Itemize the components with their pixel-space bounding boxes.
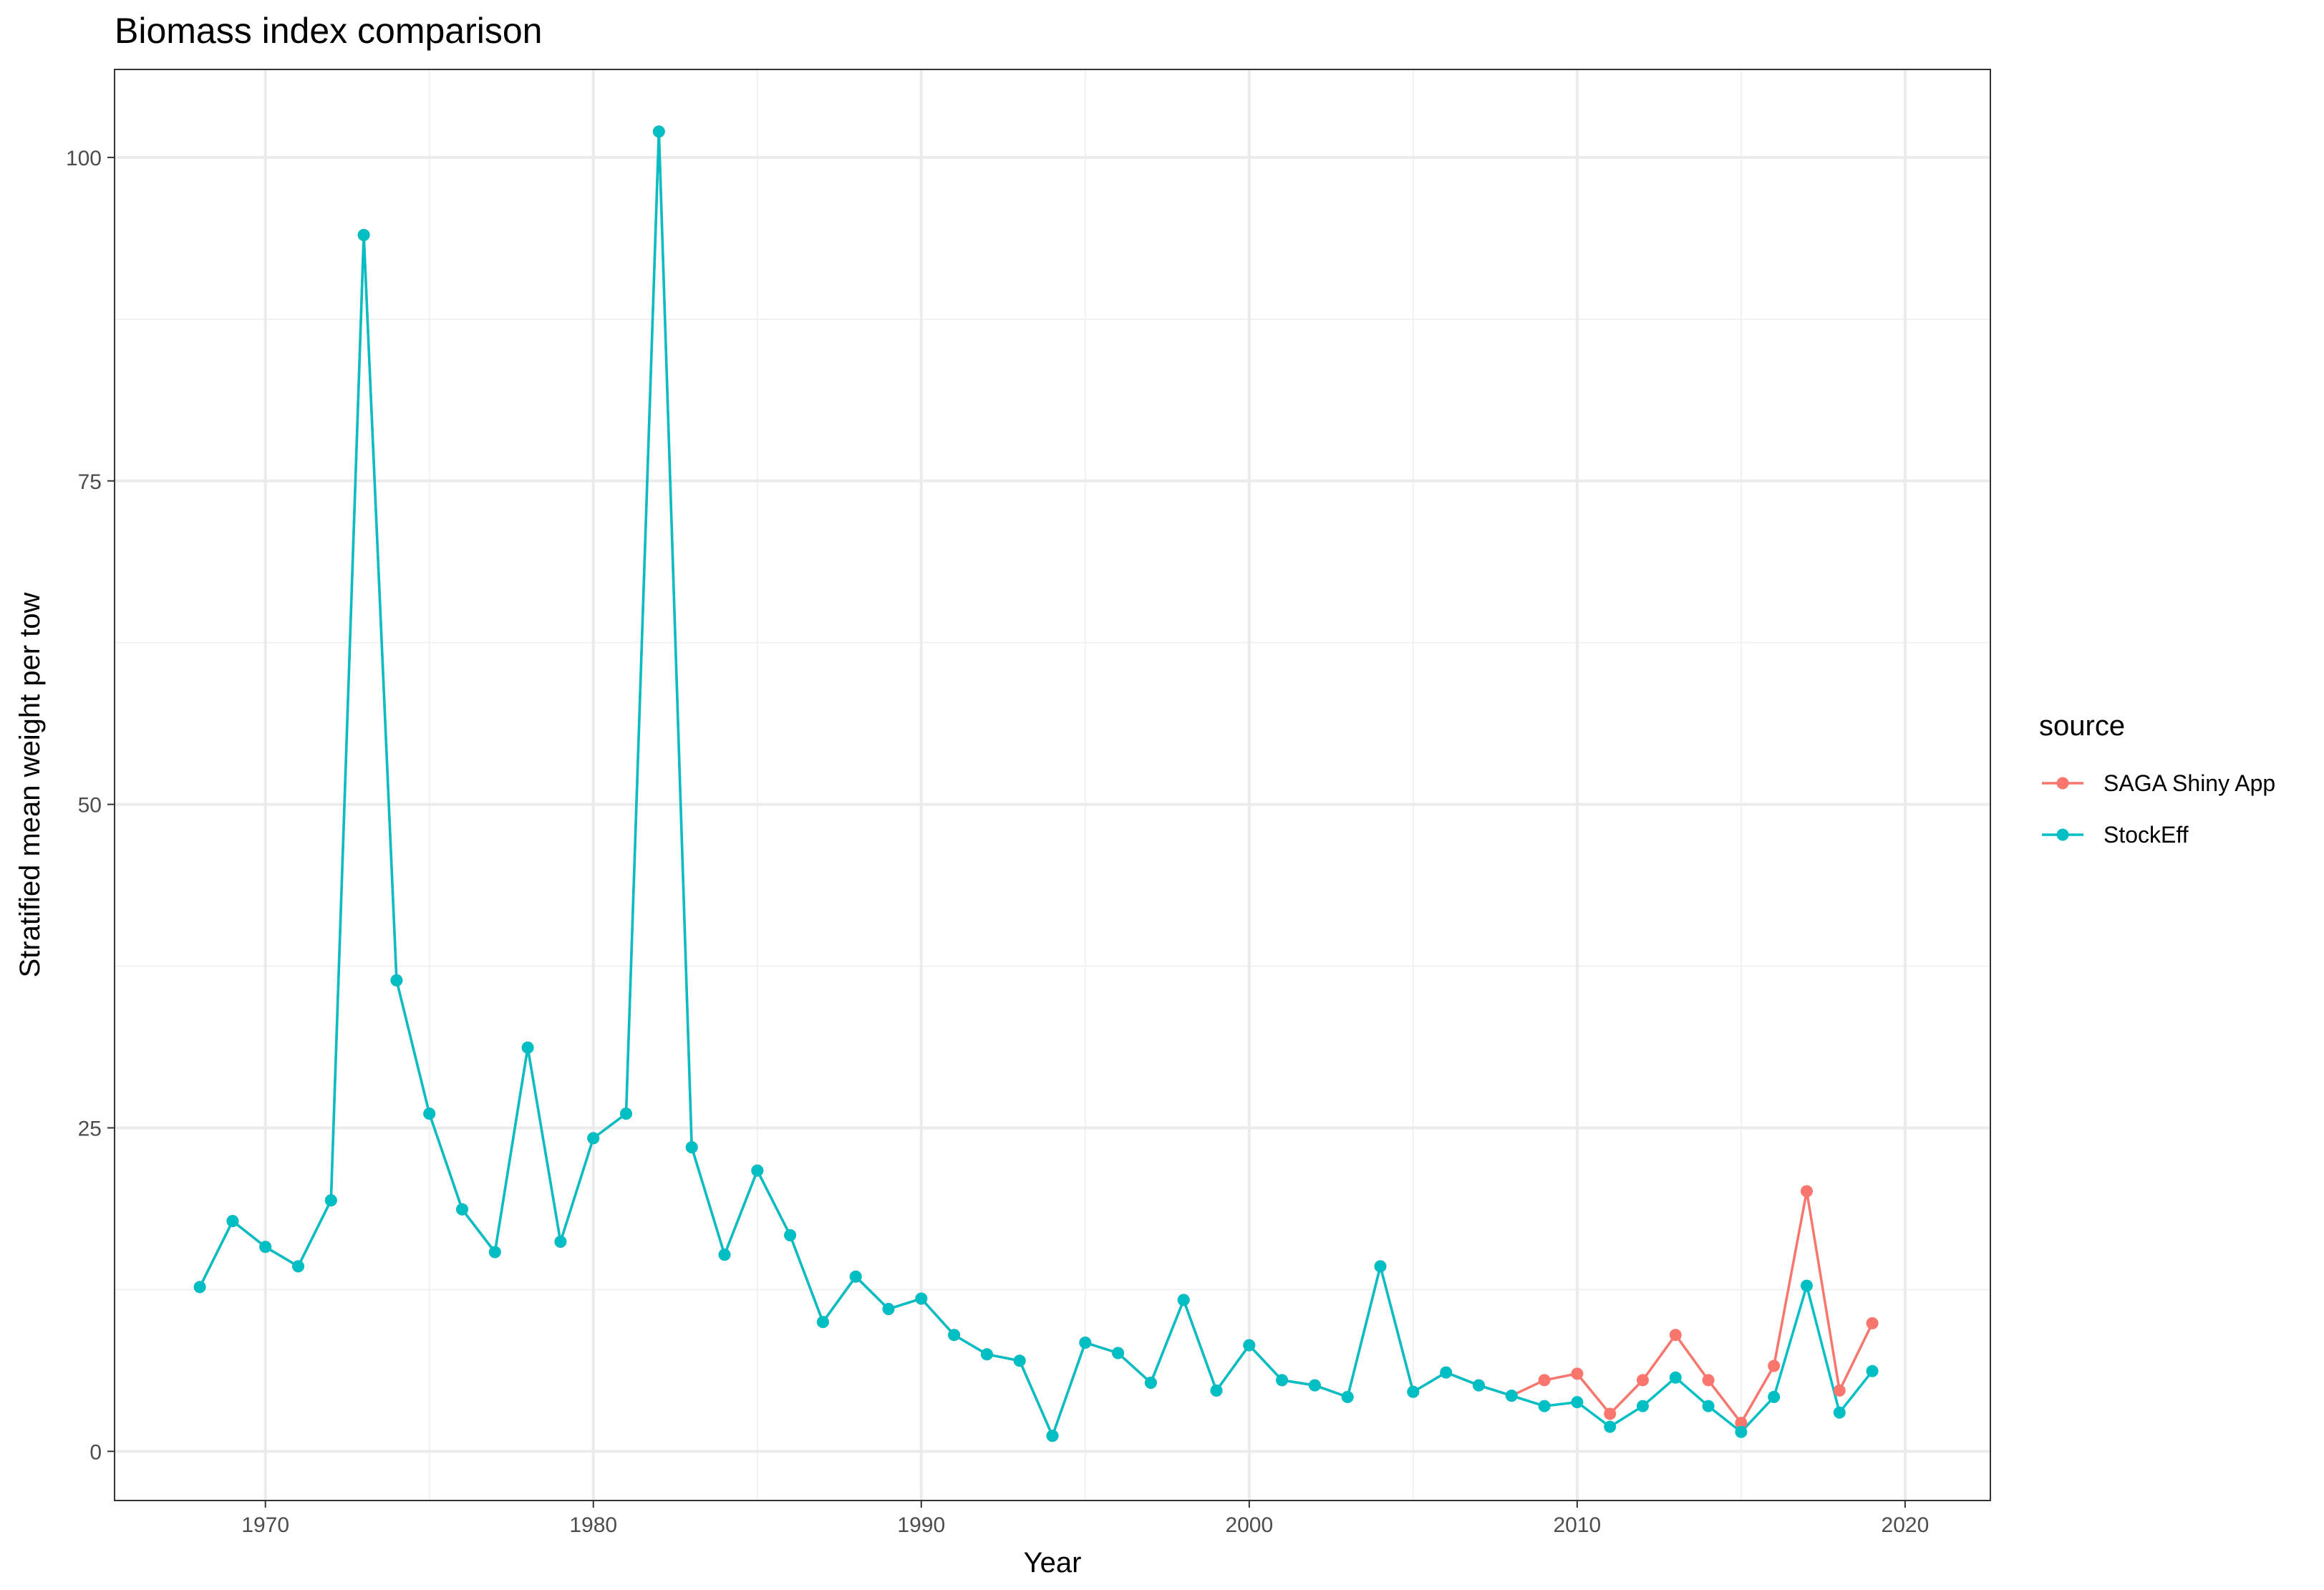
- data-point: [1571, 1396, 1584, 1409]
- data-point: [259, 1241, 272, 1254]
- data-point: [1702, 1400, 1715, 1412]
- data-point: [587, 1132, 600, 1145]
- data-point: [1702, 1374, 1715, 1387]
- data-point: [652, 125, 665, 138]
- data-point: [685, 1141, 698, 1154]
- legend-title: source: [2039, 710, 2125, 742]
- data-point: [915, 1292, 928, 1305]
- data-point: [292, 1260, 304, 1273]
- legend-label: StockEff: [2103, 822, 2189, 848]
- x-tick-label: 1970: [241, 1513, 289, 1537]
- x-tick-label: 2010: [1553, 1513, 1601, 1537]
- legend: source SAGA Shiny App StockEff: [2039, 710, 2275, 848]
- data-point: [423, 1107, 436, 1120]
- data-point: [1735, 1417, 1748, 1430]
- y-tick-label: 0: [89, 1440, 102, 1464]
- data-point: [324, 1194, 337, 1207]
- data-point: [980, 1348, 993, 1361]
- legend-key-point: [2056, 777, 2069, 790]
- y-tick-label: 25: [78, 1117, 102, 1140]
- x-tick-label: 2020: [1882, 1513, 1930, 1537]
- series-points: [193, 125, 1879, 1443]
- data-point: [1144, 1377, 1157, 1389]
- data-point: [193, 1281, 206, 1294]
- data-point: [521, 1041, 534, 1054]
- data-point: [1112, 1347, 1125, 1359]
- data-point: [1538, 1400, 1551, 1412]
- legend-items: SAGA Shiny App StockEff: [2042, 770, 2275, 848]
- series-line: [198, 130, 1874, 1438]
- data-point: [456, 1203, 468, 1216]
- data-point: [1210, 1384, 1223, 1397]
- data-point: [1505, 1390, 1518, 1402]
- data-point: [1801, 1279, 1813, 1292]
- data-point: [1669, 1371, 1682, 1384]
- data-point: [1341, 1390, 1354, 1403]
- data-point: [1473, 1379, 1485, 1392]
- x-axis-title: Year: [1024, 1547, 1082, 1579]
- data-point: [1833, 1384, 1846, 1397]
- data-point: [1374, 1260, 1387, 1273]
- data-point: [1637, 1374, 1649, 1387]
- data-point: [1833, 1406, 1846, 1419]
- data-point: [1440, 1366, 1453, 1379]
- grid-minor: [115, 69, 1990, 1501]
- y-tick-label: 100: [66, 147, 102, 170]
- y-axis: 0 25 50 75 100: [66, 147, 115, 1464]
- data-point: [948, 1329, 961, 1342]
- data-point: [849, 1270, 862, 1283]
- data-point: [226, 1215, 239, 1228]
- data-point: [1768, 1390, 1781, 1403]
- data-point: [554, 1236, 567, 1248]
- data-point: [1013, 1354, 1026, 1367]
- data-point: [620, 1107, 632, 1120]
- data-point: [1866, 1317, 1879, 1329]
- legend-key-point: [2056, 828, 2069, 841]
- y-axis-title: Stratified mean weight per tow: [14, 592, 46, 977]
- legend-label: SAGA Shiny App: [2103, 770, 2275, 796]
- grid-major: [115, 69, 1990, 1501]
- data-point: [1637, 1400, 1649, 1412]
- x-axis: 1970 1980 1990 2000 2010 2020: [241, 1501, 1929, 1537]
- data-point: [1276, 1374, 1289, 1387]
- y-tick-label: 75: [78, 470, 102, 494]
- x-tick-label: 1980: [569, 1513, 617, 1537]
- data-point: [1801, 1185, 1813, 1198]
- data-point: [1604, 1420, 1617, 1433]
- data-point: [816, 1316, 829, 1329]
- y-tick-label: 50: [78, 794, 102, 818]
- data-point: [1308, 1379, 1321, 1392]
- x-tick-label: 2000: [1225, 1513, 1273, 1537]
- series-lines: [198, 130, 1874, 1438]
- data-point: [751, 1164, 764, 1177]
- data-point: [1768, 1359, 1781, 1372]
- data-point: [1177, 1294, 1190, 1307]
- data-point: [390, 974, 403, 987]
- data-point: [1866, 1364, 1879, 1377]
- data-point: [718, 1249, 731, 1261]
- data-point: [1407, 1385, 1420, 1398]
- data-point: [1669, 1329, 1682, 1342]
- data-point: [1046, 1430, 1059, 1443]
- data-point: [1571, 1367, 1584, 1380]
- data-point: [357, 228, 370, 241]
- x-tick-label: 1990: [897, 1513, 945, 1537]
- data-point: [1538, 1374, 1551, 1387]
- data-point: [882, 1303, 895, 1315]
- data-point: [1243, 1339, 1256, 1352]
- chart-title: Biomass index comparison: [115, 11, 543, 51]
- data-point: [488, 1246, 501, 1259]
- data-point: [1735, 1425, 1748, 1438]
- data-point: [784, 1229, 797, 1241]
- data-point: [1079, 1337, 1092, 1349]
- data-point: [1604, 1407, 1617, 1420]
- plot-border: [114, 69, 1991, 1501]
